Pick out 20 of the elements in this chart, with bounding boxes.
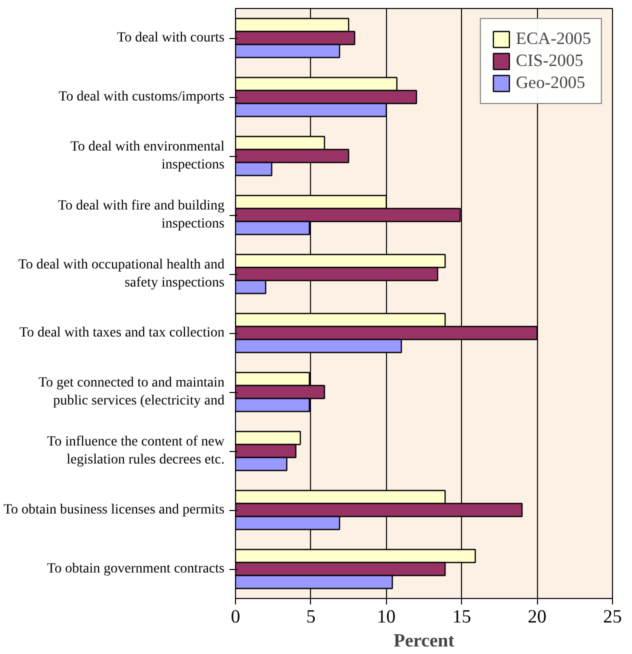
x-tick-label: 20 (528, 606, 546, 628)
y-tick-label: To get connected to and maintain public services (electricity and (38, 376, 225, 408)
x-tick-label: 0 (230, 606, 240, 628)
x-tick-label: 25 (603, 606, 622, 628)
y-tick-label: To deal with environmental inspections (70, 140, 225, 172)
y-tick-label: To deal with customs/imports (58, 90, 225, 104)
legend-label: ECA-2005 (516, 29, 591, 49)
y-tick-label: To obtain business licenses and permits (3, 502, 225, 518)
x-axis-title: Percent (394, 630, 456, 652)
legend-label: CIS-2005 (516, 51, 584, 71)
x-tick-label: 5 (306, 606, 316, 628)
y-tick-label: To deal with courts (117, 30, 225, 46)
x-tick-label: 15 (452, 606, 472, 628)
y-tick-label: To influence the content of new legislation rules decrees etc. (47, 434, 226, 468)
y-tick-label: To deal with occupational health and safety inspections (18, 258, 225, 290)
y-tick-label: To deal with fire and building inspections (58, 198, 225, 232)
x-tick-label: 10 (376, 606, 396, 628)
legend-label: Geo-2005 (516, 73, 586, 93)
y-tick-label: To deal with taxes and tax collection (19, 326, 225, 340)
y-tick-label: To obtain government contracts (47, 562, 224, 576)
